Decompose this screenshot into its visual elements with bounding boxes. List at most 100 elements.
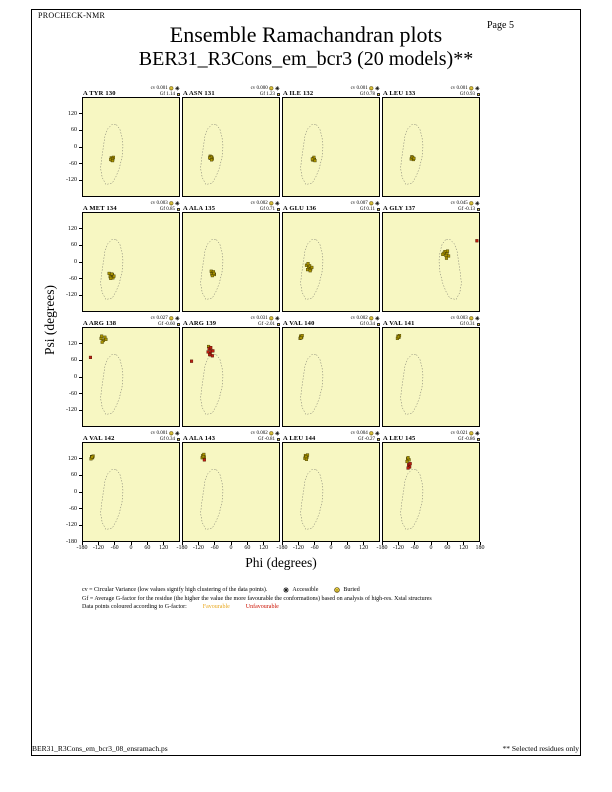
residue-label: A ILE 132 [283, 90, 314, 97]
ramachandran-plot [382, 442, 480, 542]
residue-label: A ASN 131 [183, 90, 215, 97]
ramachandran-plot [182, 442, 280, 542]
allowed-region-contour [300, 469, 324, 530]
x-tick-label: -180 [376, 545, 388, 551]
ramachandran-plot [82, 442, 180, 542]
data-point [190, 359, 194, 363]
gf-value: Gf 0.85 [159, 206, 175, 212]
x-tick-label: 60 [144, 545, 151, 551]
gf-colour-swatch [476, 322, 480, 326]
y-tick-label: -60 [69, 390, 77, 397]
data-point [308, 269, 312, 273]
legend-favourable-label: Favourable [202, 604, 230, 611]
tick-mark [79, 244, 82, 246]
y-tick-label: 60 [71, 472, 77, 479]
gf-colour-swatch [376, 207, 380, 211]
y-tick-label: -120 [66, 177, 77, 184]
y-tick-label: 60 [71, 357, 77, 364]
page-subtitle: BER31_R3Cons_em_bcr3 (20 models)** [138, 48, 474, 70]
data-point [308, 264, 312, 268]
y-tick-label: 120 [68, 225, 77, 232]
tick-mark [346, 542, 348, 545]
plot-header: A ALA 135 cv 0.002 Gf 0.71 [182, 201, 280, 212]
data-point [212, 271, 216, 275]
gf-value: Gf 0.71 [259, 206, 275, 212]
cv-value: cv 0.031 [250, 316, 268, 321]
tick-mark [79, 228, 82, 230]
ramachandran-plot [182, 327, 280, 427]
accessible-star-icon [375, 86, 380, 91]
y-tick-label: -60 [69, 275, 77, 282]
residue-label: A VAL 142 [83, 435, 115, 442]
x-tick-label: 0 [429, 545, 433, 551]
tick-mark [79, 409, 82, 411]
tick-mark [314, 542, 316, 545]
residue-label: A ARG 138 [83, 320, 117, 327]
legend: cv = Circular Variance (low values signi… [82, 586, 432, 612]
buried-smiley-icon [369, 316, 374, 321]
tick-mark [163, 542, 165, 545]
gf-value: Gf -0.86 [458, 436, 475, 442]
tick-mark [430, 542, 432, 545]
plot-header: A ARG 138 cv 0.027 Gf -0.60 [82, 316, 180, 327]
buried-smiley-icon [369, 86, 374, 91]
y-tick-label: 0 [74, 144, 77, 150]
x-tick-label: 120 [359, 545, 369, 551]
data-point [406, 456, 410, 460]
plot-cell-a-arg-138: A ARG 138 cv 0.027 Gf -0.60 [82, 316, 180, 427]
plot-cell-a-gly-137: A GLY 137 cv 0.045 Gf -0.13 [382, 201, 480, 312]
data-point [406, 466, 410, 470]
y-tick-label: -120 [66, 522, 77, 529]
footer-note: ** Selected residues only [502, 744, 579, 753]
tick-mark [79, 163, 82, 165]
gf-colour-swatch [176, 437, 180, 441]
ramachandran-plot [182, 97, 280, 197]
allowed-region-contour [100, 124, 124, 185]
plot-stats: cv 0.001 Gf 0.93 [451, 86, 480, 97]
footer-filename: BER31_R3Cons_em_bcr3_08_ensramach.ps [32, 744, 168, 753]
tick-mark [414, 542, 416, 545]
data-point [109, 276, 113, 280]
data-point [202, 458, 206, 462]
cv-value: cv 0.004 [350, 431, 368, 436]
x-tick-label: 120 [459, 545, 469, 551]
plot-header: A TYR 130 cv 0.001 Gf 1.14 [82, 86, 180, 97]
buried-smiley-icon [169, 86, 174, 91]
tick-mark [181, 542, 183, 545]
data-point [313, 159, 317, 163]
data-point [210, 354, 214, 358]
residue-label: A TYR 130 [83, 90, 116, 97]
x-tick-label: 60 [444, 545, 451, 551]
data-point [210, 158, 214, 162]
buried-smiley-icon [469, 201, 474, 206]
plot-stats: cv 0.027 Gf -0.60 [151, 316, 180, 327]
legend-colour-row: Data points coloured according to G-fact… [82, 603, 432, 612]
tick-mark [397, 542, 399, 545]
page-number: Page 5 [487, 20, 514, 31]
plot-cell-a-tyr-130: A TYR 130 cv 0.001 Gf 1.14 [82, 86, 180, 197]
y-tick-label: 60 [71, 127, 77, 134]
gf-colour-swatch [476, 207, 480, 211]
data-point [445, 249, 450, 253]
accessible-star-icon [375, 201, 380, 206]
data-point [305, 268, 310, 272]
data-point [112, 274, 116, 278]
allowed-region-contour [400, 469, 424, 530]
gf-value: Gf -0.81 [258, 436, 275, 442]
cv-value: cv 0.003 [450, 316, 468, 321]
gf-value: Gf 0.31 [459, 321, 475, 327]
ramachandran-plot [82, 212, 180, 312]
x-tick-label: 0 [229, 545, 233, 551]
residue-label: A ARG 139 [183, 320, 217, 327]
tick-mark [246, 542, 248, 545]
tick-mark [330, 542, 332, 545]
tick-mark [230, 542, 232, 545]
page-border [31, 9, 581, 756]
cv-value: cv 0.003 [150, 201, 168, 206]
data-point [88, 355, 92, 359]
plot-cell-a-met-134: A MET 134 cv 0.003 Gf 0.85 [82, 201, 180, 312]
buried-smiley-icon [469, 86, 474, 91]
gf-colour-swatch [376, 92, 380, 96]
data-point [206, 350, 210, 354]
plot-stats: cv 0.031 Gf -2.01 [251, 316, 280, 327]
